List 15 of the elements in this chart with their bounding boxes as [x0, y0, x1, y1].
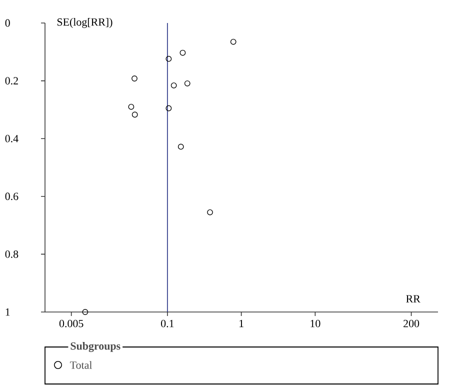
- x-tick-label: 0.1: [161, 320, 174, 328]
- legend-title: Subgroups: [70, 342, 120, 352]
- y-tick-label: 0: [5, 19, 10, 27]
- y-tick-label: 0.4: [5, 134, 18, 142]
- y-tick-label: 0.6: [5, 192, 18, 200]
- y-axis-title: SE(log[RR]): [57, 18, 112, 28]
- y-tick-label: 0.2: [5, 77, 18, 85]
- y-tick-label: 1: [6, 308, 10, 316]
- x-axis-title: RR: [406, 295, 420, 302]
- y-tick-label: 0.8: [5, 250, 18, 258]
- x-tick-label: 0.005: [59, 320, 84, 328]
- x-tick-label: 10: [310, 320, 320, 328]
- legend-label: Total: [70, 361, 92, 369]
- x-tick-label: 200: [404, 320, 420, 328]
- x-tick-label: 1: [240, 320, 244, 328]
